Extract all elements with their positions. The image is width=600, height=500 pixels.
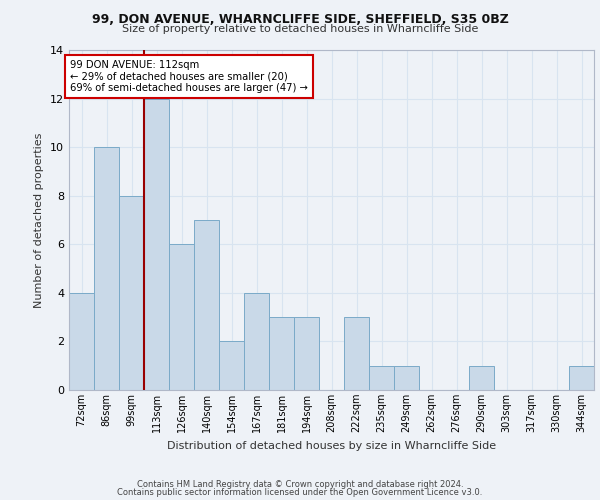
Text: Size of property relative to detached houses in Wharncliffe Side: Size of property relative to detached ho… <box>122 24 478 34</box>
Bar <box>194 220 218 390</box>
Text: Contains HM Land Registry data © Crown copyright and database right 2024.: Contains HM Land Registry data © Crown c… <box>137 480 463 489</box>
Text: 99, DON AVENUE, WHARNCLIFFE SIDE, SHEFFIELD, S35 0BZ: 99, DON AVENUE, WHARNCLIFFE SIDE, SHEFFI… <box>92 13 508 26</box>
Bar <box>145 98 169 390</box>
Text: 99 DON AVENUE: 112sqm
← 29% of detached houses are smaller (20)
69% of semi-deta: 99 DON AVENUE: 112sqm ← 29% of detached … <box>70 60 308 93</box>
Bar <box>370 366 394 390</box>
Text: Contains public sector information licensed under the Open Government Licence v3: Contains public sector information licen… <box>118 488 482 497</box>
Bar <box>469 366 494 390</box>
Bar <box>70 293 94 390</box>
Bar <box>344 317 368 390</box>
Bar <box>94 147 119 390</box>
Bar <box>119 196 143 390</box>
X-axis label: Distribution of detached houses by size in Wharncliffe Side: Distribution of detached houses by size … <box>167 440 496 450</box>
Bar <box>244 293 269 390</box>
Bar <box>220 342 244 390</box>
Bar <box>569 366 593 390</box>
Bar <box>394 366 419 390</box>
Y-axis label: Number of detached properties: Number of detached properties <box>34 132 44 308</box>
Bar <box>169 244 194 390</box>
Bar <box>295 317 319 390</box>
Bar <box>269 317 293 390</box>
